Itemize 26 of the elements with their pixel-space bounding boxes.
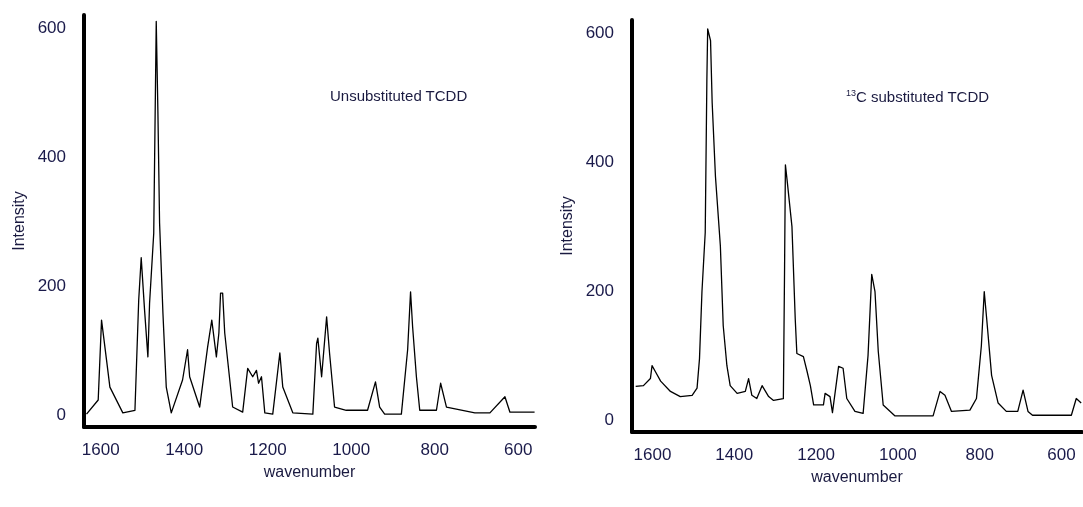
y-tick-label: 400	[585, 152, 614, 172]
y-tick-label: 600	[585, 23, 614, 43]
line-series	[635, 28, 1082, 417]
x-tick-label: 800	[965, 445, 994, 464]
x-axis-title: wavenumber	[810, 467, 904, 485]
x-tick-label: 1200	[797, 445, 836, 464]
x-axis-title: wavenumber	[262, 462, 356, 480]
x-tick-label: 1600	[81, 440, 120, 459]
y-tick-label: 0	[604, 409, 614, 429]
y-tick-label: 200	[585, 280, 614, 300]
x-tick-label: 800	[420, 440, 449, 459]
y-tick-label: 400	[37, 147, 66, 167]
annotation: Unsubstituted TCDD	[330, 87, 468, 104]
x-tick-label: 1000	[332, 440, 371, 459]
x-tick-label: 600	[504, 440, 533, 459]
y-tick-label: 0	[56, 404, 66, 424]
x-tick-label: 1400	[165, 440, 204, 459]
y-axis-title: Intensity	[557, 196, 575, 256]
y-tick-label: 200	[37, 275, 66, 295]
y-axis-title: Intensity	[9, 191, 27, 251]
x-tick-label: 1200	[248, 440, 287, 459]
x-tick-label: 1400	[715, 445, 754, 464]
x-tick-label: 1000	[878, 445, 917, 464]
x-tick-label: 600	[1047, 445, 1076, 464]
y-tick-label: 600	[37, 18, 66, 38]
x-tick-label: 1600	[633, 445, 672, 464]
